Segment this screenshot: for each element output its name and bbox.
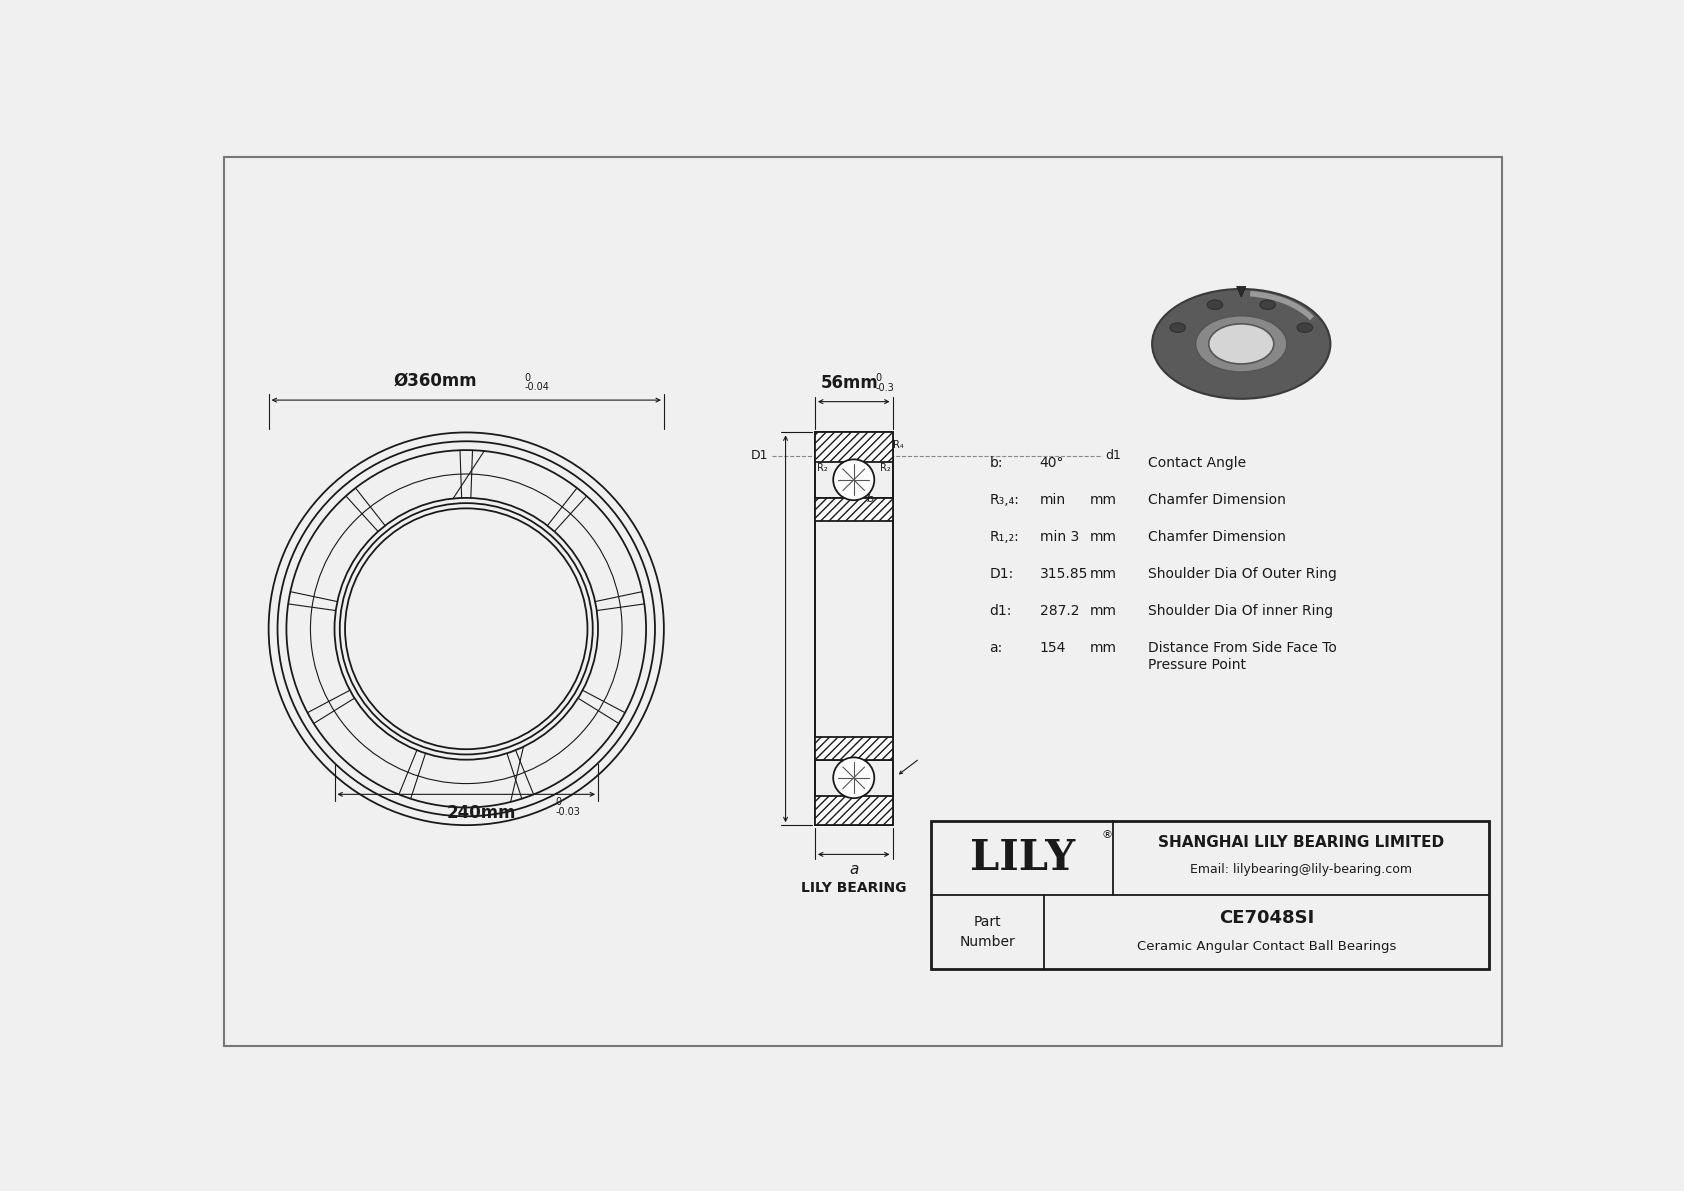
Text: 287.2: 287.2 [1039,604,1079,618]
Text: b: b [867,493,874,504]
Text: R₂: R₂ [817,463,827,473]
Text: R₁: R₁ [817,442,827,453]
Text: Shoulder Dia Of Outer Ring: Shoulder Dia Of Outer Ring [1148,567,1337,581]
Ellipse shape [1207,300,1223,310]
Text: 56mm: 56mm [822,374,879,392]
Text: -0.03: -0.03 [556,806,581,817]
Polygon shape [815,498,893,520]
Text: 240mm: 240mm [446,804,517,822]
Text: Contact Angle: Contact Angle [1148,456,1246,470]
Polygon shape [815,432,893,462]
Text: 154: 154 [1039,641,1066,655]
Text: LILY: LILY [970,837,1074,879]
Text: b:: b: [990,456,1004,470]
Text: 315.85: 315.85 [1039,567,1088,581]
Text: ®: ® [1101,830,1113,840]
Text: mm: mm [1090,641,1116,655]
Text: R₂: R₂ [881,463,891,473]
Text: Distance From Side Face To: Distance From Side Face To [1148,641,1337,655]
Text: LILY BEARING: LILY BEARING [802,881,906,896]
Text: Ø360mm: Ø360mm [394,372,477,391]
Text: mm: mm [1090,530,1116,544]
Polygon shape [815,736,893,760]
Circle shape [834,757,874,798]
Text: SHANGHAI LILY BEARING LIMITED: SHANGHAI LILY BEARING LIMITED [1159,835,1445,850]
Polygon shape [815,796,893,825]
Bar [931,822,1489,969]
Text: Pressure Point: Pressure Point [1148,657,1246,672]
Text: Chamfer Dimension: Chamfer Dimension [1148,493,1287,507]
Text: Shoulder Dia Of inner Ring: Shoulder Dia Of inner Ring [1148,604,1334,618]
Text: Ceramic Angular Contact Ball Bearings: Ceramic Angular Contact Ball Bearings [1137,940,1396,953]
Text: -0.3: -0.3 [876,384,894,393]
Polygon shape [1236,286,1246,297]
Text: 0: 0 [556,797,561,806]
Ellipse shape [1196,316,1287,372]
Text: Email: lilybearing@lily-bearing.com: Email: lilybearing@lily-bearing.com [1191,862,1413,875]
Text: min 3: min 3 [1039,530,1079,544]
Text: R₁,₂:: R₁,₂: [990,530,1019,544]
Text: R₁: R₁ [817,449,827,460]
Text: a: a [849,862,859,877]
Text: Chamfer Dimension: Chamfer Dimension [1148,530,1287,544]
Text: 0: 0 [876,373,882,384]
Text: -0.04: -0.04 [524,382,549,392]
Text: R₃,₄:: R₃,₄: [990,493,1019,507]
Text: d1:: d1: [990,604,1012,618]
Text: min: min [1039,493,1066,507]
Text: R₄: R₄ [893,441,904,450]
Text: d1: d1 [1106,449,1122,462]
Text: D1: D1 [751,449,768,462]
Circle shape [834,460,874,500]
Text: mm: mm [1090,493,1116,507]
Text: a:: a: [990,641,1002,655]
Text: R₃: R₃ [881,434,891,444]
Text: mm: mm [1090,567,1116,581]
Ellipse shape [1297,323,1312,332]
Ellipse shape [1209,324,1273,364]
Ellipse shape [1260,300,1275,310]
Ellipse shape [1152,289,1330,399]
Text: 40°: 40° [1039,456,1064,470]
Text: R₁: R₁ [881,449,891,460]
Text: 0: 0 [524,373,530,384]
Text: mm: mm [1090,604,1116,618]
Text: D1:: D1: [990,567,1014,581]
Ellipse shape [1170,323,1186,332]
Text: Part
Number: Part Number [960,916,1015,949]
Text: CE7048SI: CE7048SI [1219,909,1314,928]
Text: R₂: R₂ [817,434,827,444]
